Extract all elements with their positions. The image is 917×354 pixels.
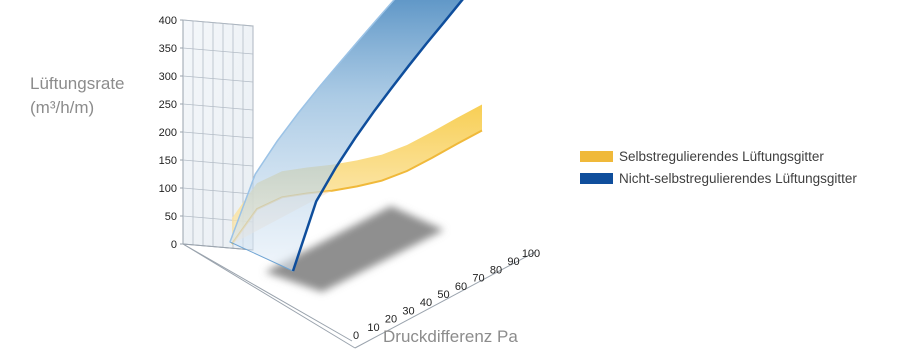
depth-axis-line bbox=[354, 251, 536, 349]
x-tick-label: 0 bbox=[353, 330, 359, 342]
grid-line-h bbox=[182, 47, 254, 55]
grid-line-h bbox=[182, 131, 254, 139]
grid-line-h bbox=[182, 75, 254, 83]
legend-item-selbstregulierend: Selbstregulierendes Lüftungsgitter bbox=[580, 146, 857, 166]
legend-label-nicht-selbstregulierend: Nicht-selbstregulierendes Lüftungsgitter bbox=[619, 170, 857, 186]
grid-line-h bbox=[182, 187, 254, 195]
y-tick-label: 100 bbox=[159, 183, 177, 195]
x-tick-label: 70 bbox=[472, 273, 484, 285]
legend-item-nicht-selbstregulierend: Nicht-selbstregulierendes Lüftungsgitter bbox=[580, 168, 857, 188]
series-back-edge-nicht-selbstregulierend bbox=[229, 0, 395, 243]
y-tick-label: 150 bbox=[159, 155, 177, 167]
x-tick-label: 10 bbox=[367, 322, 379, 334]
series-surface-selbstregulierend bbox=[232, 104, 482, 244]
y-axis-label-line1: Lüftungsrate bbox=[30, 74, 125, 93]
legend-label-selbstregulierend: Selbstregulierendes Lüftungsgitter bbox=[619, 148, 824, 164]
x-axis-label: Druckdifferenz Pa bbox=[383, 327, 518, 346]
x-tick-label: 100 bbox=[522, 248, 540, 260]
x-tick-label: 60 bbox=[455, 281, 467, 293]
y-tick-label: 50 bbox=[165, 211, 177, 223]
y-tick-label: 250 bbox=[159, 99, 177, 111]
y-axis-label-line2: (m³/h/m) bbox=[30, 98, 95, 117]
legend-swatch-yellow bbox=[580, 150, 613, 162]
grid-line-h bbox=[182, 19, 254, 27]
legend-swatch-blue bbox=[580, 172, 613, 184]
grid-line-h bbox=[182, 159, 254, 167]
y-tick-label: 0 bbox=[171, 239, 177, 251]
x-tick-label: 40 bbox=[420, 297, 432, 309]
y-tick-label: 200 bbox=[159, 127, 177, 139]
y-axis-label: Lüftungsrate (m³/h/m) bbox=[30, 72, 125, 120]
x-tick-label: 50 bbox=[437, 289, 449, 301]
x-tick-label: 80 bbox=[490, 264, 502, 276]
y-tick-label: 300 bbox=[159, 71, 177, 83]
x-tick-label: 30 bbox=[402, 305, 414, 317]
floor-shadow bbox=[265, 206, 444, 292]
x-tick-label: 20 bbox=[385, 314, 397, 326]
grid-line-h bbox=[182, 103, 254, 111]
series-line-nicht-selbstregulierend bbox=[291, 0, 464, 272]
y-tick-label: 400 bbox=[159, 15, 177, 27]
x-tick-label: 90 bbox=[507, 256, 519, 268]
y-tick-label: 350 bbox=[159, 43, 177, 55]
legend: Selbstregulierendes Lüftungsgitter Nicht… bbox=[580, 146, 857, 190]
x-axis-line bbox=[182, 243, 356, 349]
